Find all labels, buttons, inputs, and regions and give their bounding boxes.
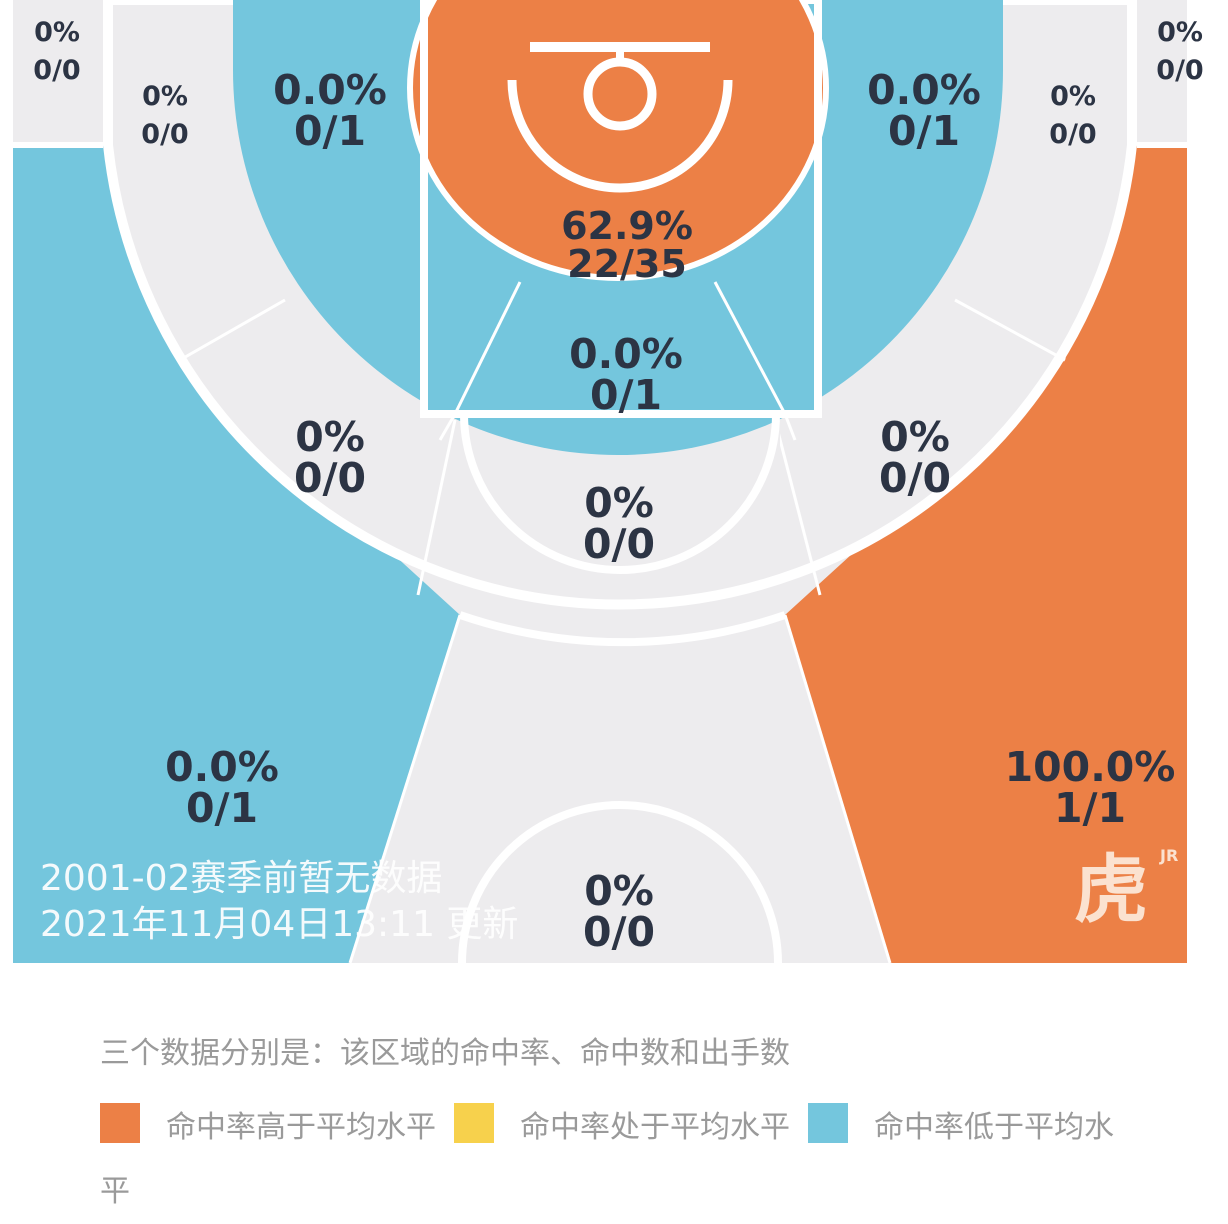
zone-three-right-wing [785,145,1187,963]
zone-label-paint-center: 0.0% 0/1 [569,330,683,419]
swatch-blue-icon [808,1103,848,1143]
zone-label-paint-right: 0.0% 0/1 [867,66,981,155]
zone-label-restricted-area: 62.9% 22/35 [561,204,693,286]
legend-item-above-average: 命中率高于平均水平 [100,1103,454,1145]
restricted-arc [507,79,733,193]
legend-item-below-average: 命中率低于平均水平 [100,1103,1114,1209]
zone-label-corner-left-top: 0% 0/0 [33,17,81,86]
zone-label-mid-left-upper: 0% 0/0 [141,81,189,150]
zone-label-three-right-wing: 100.0% 1/1 [1004,743,1176,832]
zone-mid-top [460,430,780,580]
swatch-orange-icon [100,1103,140,1143]
free-throw-circle [460,413,780,574]
zone-label-three-top: 0% 0/0 [582,867,656,956]
zone-label-mid-right-upper: 0% 0/0 [1049,81,1097,150]
center-circle [458,801,782,963]
zone-label-mid-right-wing: 0% 0/0 [878,413,952,502]
rim [583,57,657,131]
swatch-yellow-icon [454,1103,494,1143]
zone-restricted-area [407,0,829,281]
zone-label-mid-top: 0% 0/0 [582,479,656,568]
legend-item-average: 命中率处于平均水平 [454,1103,808,1145]
zone-label-corner-right-top: 0% 0/0 [1156,17,1204,86]
zone-label-paint-left: 0.0% 0/1 [273,66,387,155]
legend-description: 三个数据分别是：该区域的命中率、命中数和出手数 [100,1036,790,1071]
data-notice-overlay: 2001-02赛季前暂无数据 2021年11月04日13:11 更新 [40,856,518,948]
hupu-watermark-logo: 虎扑 JR [1074,846,1179,933]
update-timestamp: 2021年11月04日13:11 更新 [40,904,519,945]
zone-label-three-left-wing: 0.0% 0/1 [165,743,279,832]
zone-three-left-wing [13,145,460,963]
no-data-notice: 2001-02赛季前暂无数据 [40,858,443,899]
zone-label-mid-left-wing: 0% 0/0 [293,413,367,502]
chart-legend: 三个数据分别是：该区域的命中率、命中数和出手数 命中率高于平均水平 命中率处于平均… [100,1030,1160,1224]
shot-chart-court [13,0,1187,963]
corner-right-top-zone [1137,0,1187,142]
corner-left-top-zone [13,0,103,142]
